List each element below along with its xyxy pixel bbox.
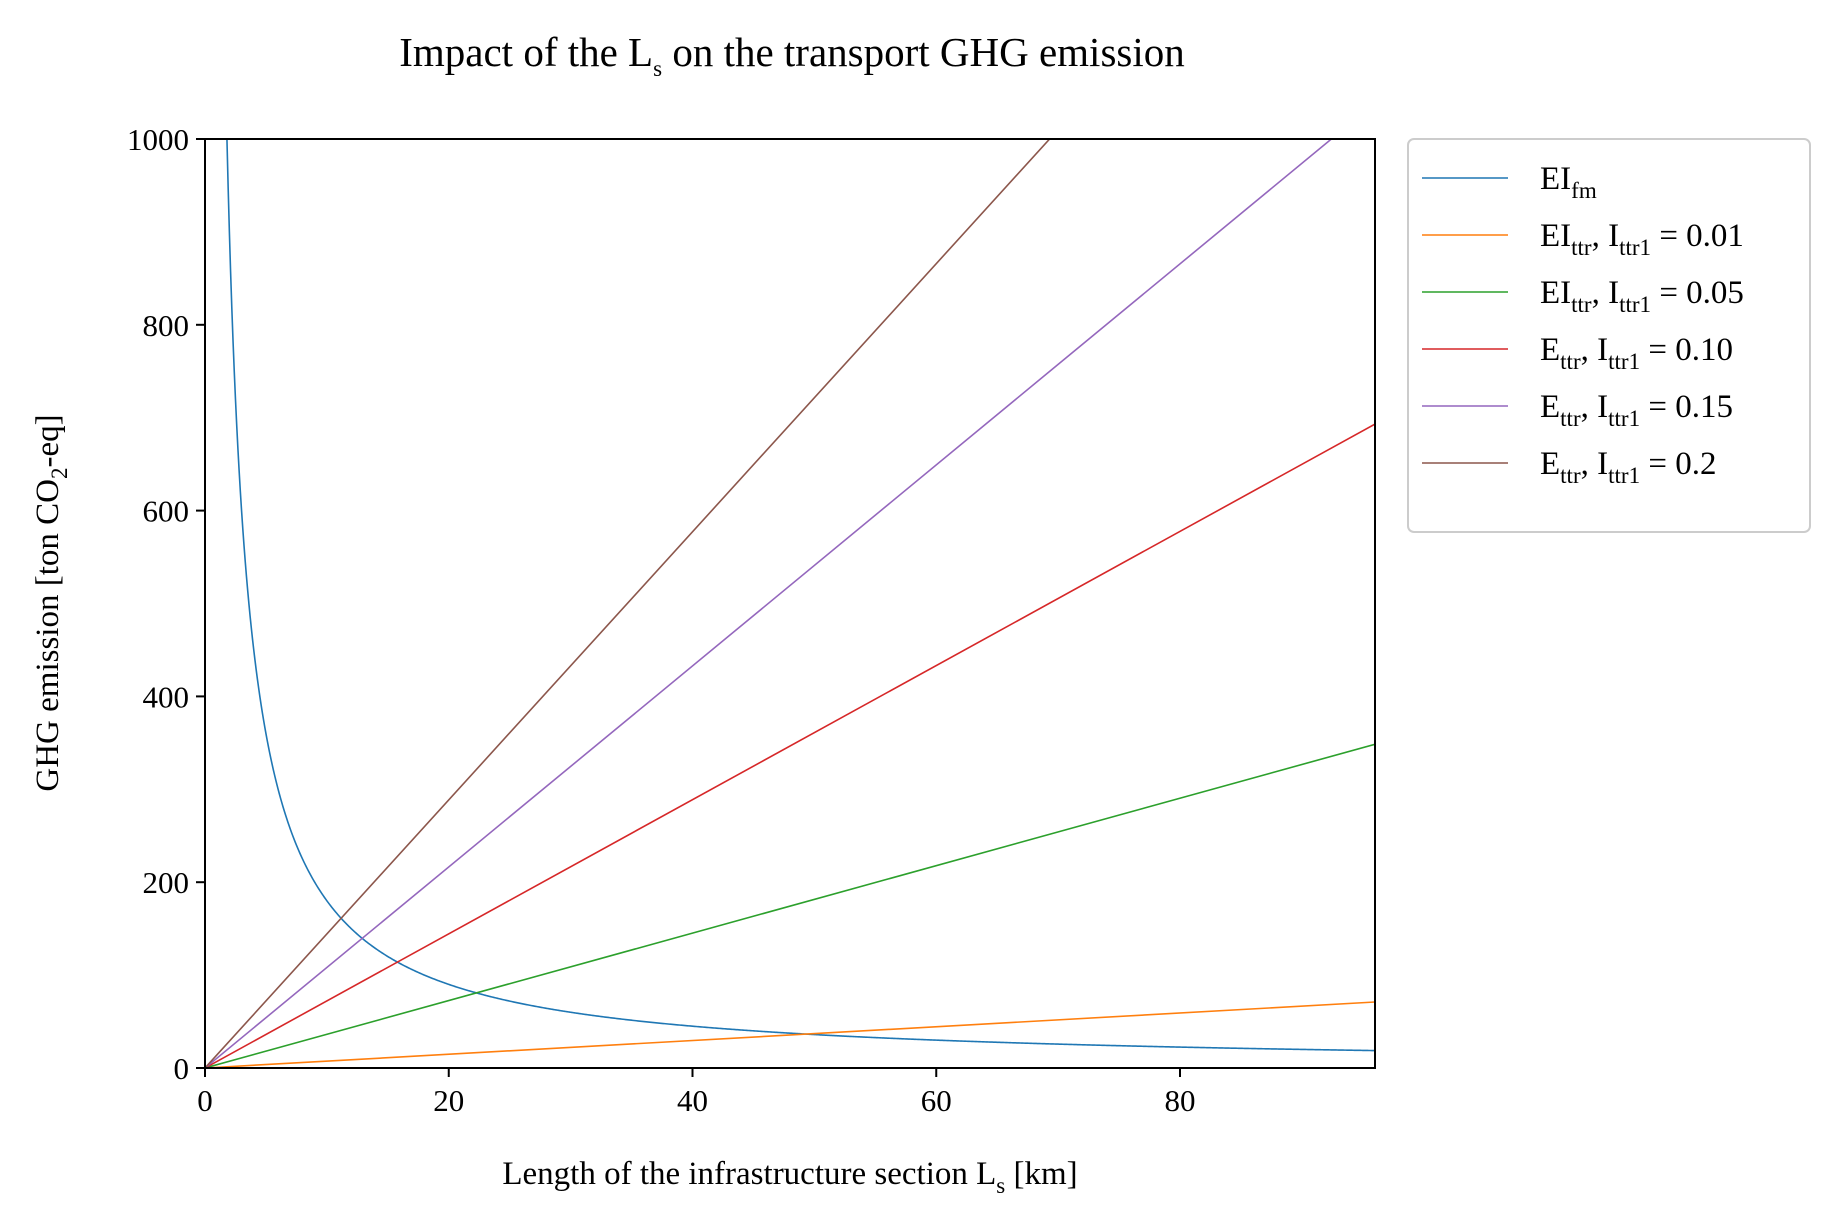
y-tick-label: 200 [143, 865, 190, 900]
x-tick-label: 0 [197, 1083, 213, 1118]
legend-box [1407, 138, 1811, 533]
legend-label-2: EIttr, Ittr1 = 0.01 [1540, 218, 1744, 260]
plot-frame [204, 138, 1376, 1069]
y-axis-label: GHG emission [ton CO2-eq] [30, 414, 72, 791]
x-axis: 0 20 40 60 80 [197, 1068, 1196, 1118]
series-line-2 [205, 1001, 1375, 1068]
x-tick-label: 60 [921, 1083, 952, 1118]
legend-label-5: Ettr, Ittr1 = 0.15 [1540, 389, 1733, 431]
series-line-6 [205, 139, 1051, 1068]
y-tick-label: 800 [143, 308, 190, 343]
y-axis: 0 200 400 600 800 1000 [127, 122, 205, 1086]
series-line-4 [205, 423, 1375, 1068]
chart-title: Impact of the Ls on the transport GHG em… [399, 29, 1185, 81]
legend-label-4: Ettr, Ittr1 = 0.10 [1540, 332, 1733, 374]
legend: EIfm EIttr, Ittr1 = 0.01 EIttr, Ittr1 = 0.… [1407, 138, 1811, 533]
series-line-3 [205, 743, 1375, 1068]
x-tick-label: 80 [1165, 1083, 1196, 1118]
x-axis-label: Length of the infrastructure section Ls … [502, 1156, 1077, 1198]
x-tick-label: 20 [433, 1083, 464, 1118]
y-tick-label: 0 [174, 1051, 190, 1086]
legend-items: EIfm EIttr, Ittr1 = 0.01 EIttr, Ittr1 = 0.… [1422, 161, 1744, 488]
x-tick-label: 40 [677, 1083, 708, 1118]
legend-label-6: Ettr, Ittr1 = 0.2 [1540, 446, 1716, 488]
y-tick-label: 1000 [127, 122, 189, 157]
legend-label-3: EIttr, Ittr1 = 0.05 [1540, 275, 1744, 317]
plot-lines [205, 139, 1375, 1068]
series-line-5 [205, 139, 1333, 1068]
y-tick-label: 400 [143, 679, 190, 714]
legend-label-1: EIfm [1540, 161, 1597, 203]
y-tick-label: 600 [143, 494, 190, 529]
